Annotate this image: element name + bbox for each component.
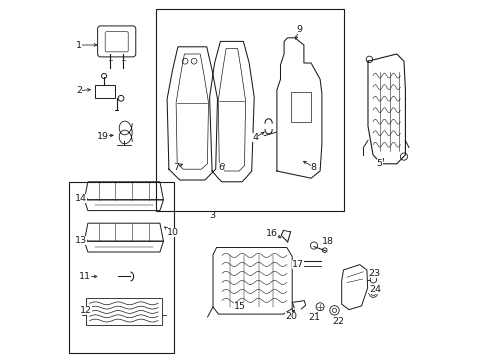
Bar [156,9,343,211]
Text: 8: 8 [310,163,316,171]
Text: 16: 16 [265,229,278,238]
Text: 5: 5 [376,159,382,168]
FancyBboxPatch shape [98,26,136,57]
Text: 1: 1 [76,40,81,49]
Bar [86,298,162,325]
Text: 9: 9 [296,25,302,34]
Circle shape [102,73,106,78]
Text: 3: 3 [208,211,215,220]
Text: 17: 17 [291,260,303,269]
Text: 4: 4 [252,133,258,142]
Text: 18: 18 [322,237,334,246]
Text: 22: 22 [331,317,344,325]
Text: 19: 19 [97,132,109,140]
Bar [291,92,310,122]
Circle shape [369,276,376,283]
Circle shape [368,289,377,297]
Text: 13: 13 [75,235,87,245]
Text: 15: 15 [234,302,245,311]
Circle shape [310,242,317,249]
Circle shape [316,303,324,311]
Text: 2: 2 [76,86,81,95]
Text: 23: 23 [368,269,380,278]
Text: 20: 20 [285,312,297,321]
Text: 12: 12 [80,306,92,315]
Circle shape [329,306,339,315]
Text: 21: 21 [308,313,320,322]
Bar [95,85,115,98]
Text: 11: 11 [79,272,91,281]
Text: 14: 14 [75,194,87,203]
Text: 10: 10 [166,228,178,237]
Text: 6: 6 [218,163,224,171]
Bar [69,182,174,353]
Text: 7: 7 [173,163,179,171]
Text: 24: 24 [368,285,380,294]
Polygon shape [322,248,326,253]
Circle shape [118,95,123,101]
